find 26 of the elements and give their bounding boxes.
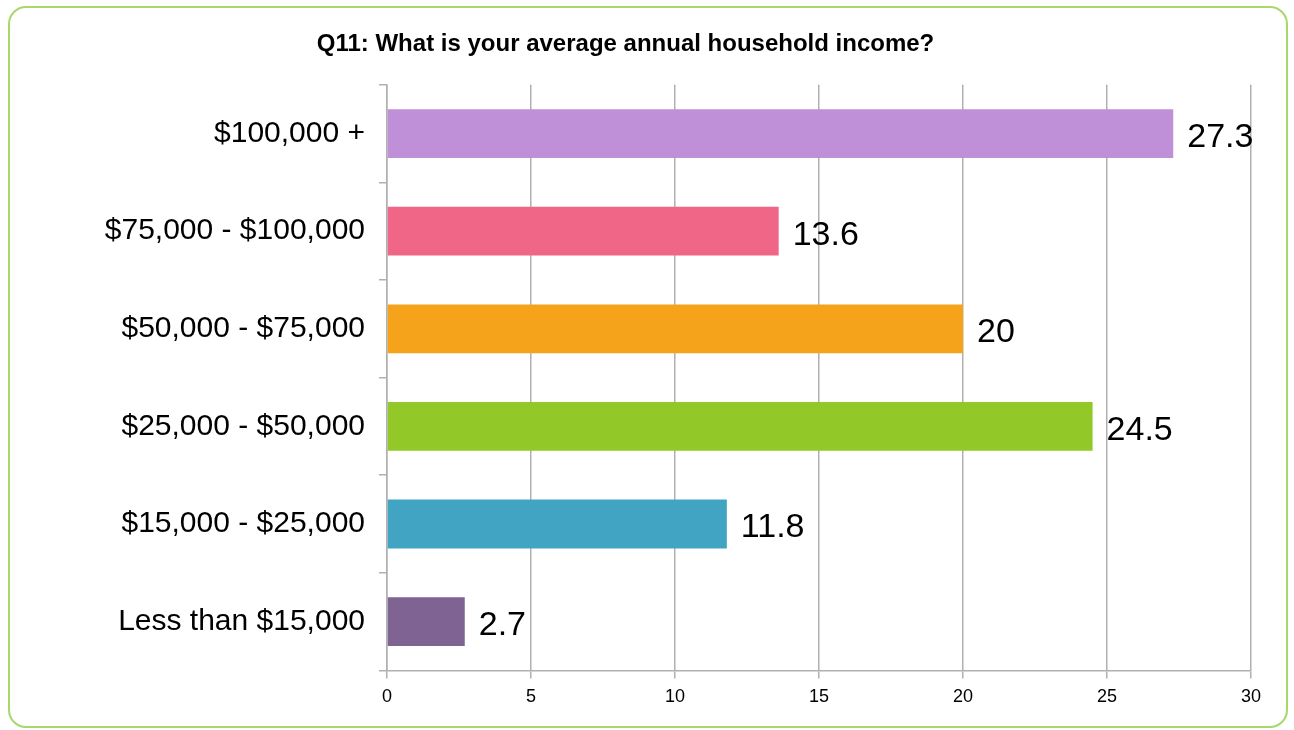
bar <box>387 206 779 256</box>
y-tick-label: $25,000 - $50,000 <box>121 407 365 441</box>
y-tick-label: $100,000 + <box>214 114 365 148</box>
chart-title: Q11: What is your average annual household income? <box>316 29 935 57</box>
data-label: 2.7 <box>478 603 527 642</box>
x-tick-label: 30 <box>1240 686 1262 707</box>
bar <box>387 304 963 354</box>
data-label: 27.3 <box>1187 115 1254 154</box>
x-tick-label: 15 <box>808 686 830 707</box>
bar <box>387 597 465 646</box>
data-label: 13.6 <box>792 213 859 252</box>
x-tick-label: 20 <box>952 686 974 707</box>
y-tick-label: $50,000 - $75,000 <box>121 310 365 344</box>
x-tick-label: 5 <box>525 686 537 707</box>
y-tick-label: Less than $15,000 <box>118 602 365 636</box>
x-tick-label: 0 <box>381 686 393 707</box>
bar <box>387 499 727 549</box>
x-tick-label: 25 <box>1096 686 1118 707</box>
data-label: 11.8 <box>740 506 805 545</box>
bar <box>387 109 1174 158</box>
y-tick-label: $75,000 - $100,000 <box>104 212 365 246</box>
bar <box>387 402 1093 451</box>
x-tick-label: 10 <box>664 686 686 707</box>
data-label: 24.5 <box>1106 408 1173 447</box>
data-label: 20 <box>977 311 1015 350</box>
y-tick-label: $15,000 - $25,000 <box>121 505 365 539</box>
